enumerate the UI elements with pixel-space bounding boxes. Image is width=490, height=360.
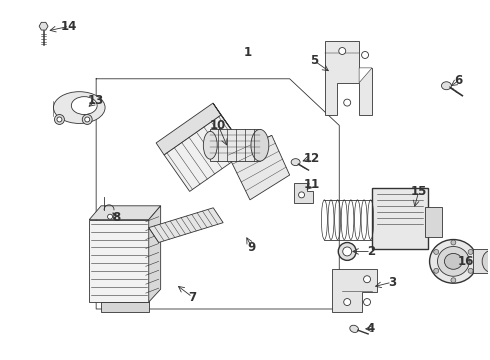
Circle shape (343, 298, 351, 306)
Text: 9: 9 (248, 241, 256, 254)
Circle shape (85, 117, 90, 122)
Polygon shape (39, 22, 48, 30)
Polygon shape (156, 103, 221, 155)
Text: 4: 4 (367, 322, 375, 336)
Text: 15: 15 (411, 185, 427, 198)
Circle shape (434, 268, 439, 273)
Ellipse shape (291, 159, 300, 166)
Circle shape (339, 48, 346, 54)
Ellipse shape (430, 239, 477, 283)
Circle shape (343, 99, 351, 106)
Circle shape (82, 114, 92, 125)
Ellipse shape (438, 247, 469, 276)
Circle shape (54, 114, 64, 125)
Text: 8: 8 (112, 211, 120, 224)
Circle shape (434, 249, 439, 255)
Polygon shape (294, 183, 314, 203)
Polygon shape (359, 68, 372, 83)
Text: 16: 16 (458, 255, 474, 268)
Text: 5: 5 (310, 54, 318, 67)
Polygon shape (89, 220, 149, 302)
Ellipse shape (482, 251, 490, 272)
FancyBboxPatch shape (425, 207, 442, 237)
Text: 1: 1 (244, 46, 252, 59)
Text: 11: 11 (303, 179, 319, 192)
Text: 12: 12 (303, 152, 319, 165)
Circle shape (362, 51, 368, 58)
Circle shape (451, 240, 456, 245)
Ellipse shape (203, 131, 217, 159)
FancyBboxPatch shape (210, 129, 260, 161)
Ellipse shape (350, 325, 359, 332)
FancyBboxPatch shape (473, 249, 490, 273)
Polygon shape (89, 206, 161, 220)
Text: 13: 13 (88, 94, 104, 107)
Circle shape (343, 247, 352, 256)
Circle shape (298, 192, 305, 198)
Ellipse shape (72, 96, 97, 114)
Ellipse shape (441, 82, 451, 90)
Circle shape (108, 214, 113, 219)
Circle shape (57, 117, 62, 122)
Polygon shape (213, 103, 246, 152)
Circle shape (364, 276, 370, 283)
Circle shape (451, 278, 456, 283)
Ellipse shape (53, 92, 105, 123)
Text: 14: 14 (61, 20, 77, 33)
Text: 3: 3 (388, 276, 396, 289)
Circle shape (468, 268, 473, 273)
Circle shape (338, 243, 356, 260)
Polygon shape (164, 115, 246, 192)
Text: 6: 6 (454, 74, 463, 87)
Polygon shape (101, 302, 149, 312)
Ellipse shape (251, 129, 269, 161)
Ellipse shape (444, 253, 462, 269)
Polygon shape (228, 135, 290, 200)
Text: 2: 2 (367, 245, 375, 258)
FancyBboxPatch shape (372, 188, 428, 249)
Polygon shape (332, 269, 377, 312)
Circle shape (364, 298, 370, 306)
Polygon shape (149, 206, 161, 302)
Text: 7: 7 (188, 291, 196, 303)
Polygon shape (149, 208, 223, 243)
Polygon shape (325, 41, 372, 114)
Text: 10: 10 (210, 119, 226, 132)
Circle shape (468, 249, 473, 255)
